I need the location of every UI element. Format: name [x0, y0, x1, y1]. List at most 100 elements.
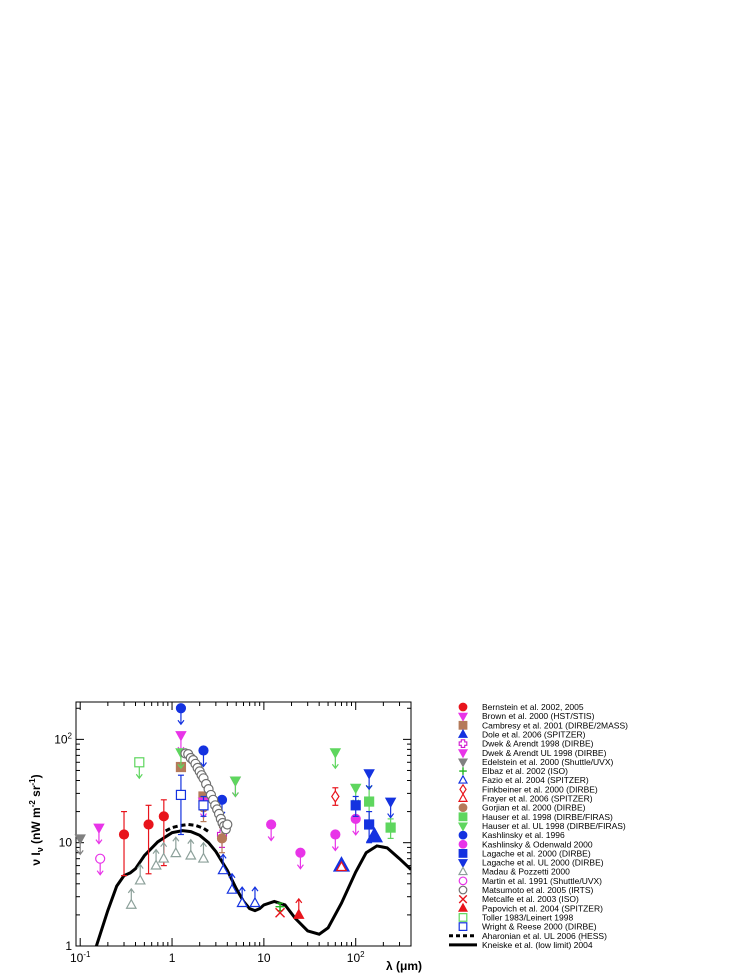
legend-marker: [458, 739, 468, 748]
data-point: [226, 872, 238, 894]
legend-marker: [458, 812, 468, 822]
marker: [216, 833, 228, 844]
legend-entry: Brown et al. 2000 (HST/STIS): [457, 711, 595, 722]
legend-label: Elbaz et al. 2002 (ISO): [482, 766, 568, 776]
legend-marker: [458, 839, 468, 849]
x-tick-label: 102: [347, 950, 365, 965]
legend-label: Aharonian et al. UL 2006 (HESS): [482, 931, 607, 941]
marker: [170, 846, 182, 858]
legend-entry: Wright & Reese 2000 (DIRBE): [458, 922, 597, 932]
marker: [275, 907, 286, 918]
legend-label: Madau & Pozzetti 2000: [482, 867, 570, 877]
y-axis-label: ν Iν (nW m-2 sr-1): [28, 774, 45, 865]
legend-marker: [458, 702, 468, 712]
marker: [249, 896, 261, 908]
data-point: [134, 757, 145, 780]
legend-label: Frayer et al. 2006 (SPITZER): [482, 794, 593, 804]
legend-label: Martin et al. 1991 (Shuttle/UVX): [482, 876, 602, 886]
legend-label: Wright & Reese 2000 (DIRBE): [482, 922, 597, 932]
marker: [118, 829, 130, 840]
data-point: [93, 823, 105, 845]
legend-entry: Toller 1983/Leinert 1998: [458, 912, 573, 922]
marker: [74, 834, 86, 845]
data-point: [295, 847, 306, 870]
marker: [125, 898, 138, 909]
legend-marker: [458, 830, 468, 840]
data-point: [170, 836, 182, 858]
marker: [95, 853, 106, 864]
legend-marker: [458, 720, 468, 730]
data-point: [385, 818, 396, 840]
marker: [295, 847, 306, 858]
legend-entry: Madau & Pozzetti 2000: [457, 866, 570, 877]
legend-marker: [457, 728, 469, 738]
marker: [158, 811, 169, 822]
data-point: [249, 886, 261, 908]
data-point: [175, 774, 187, 836]
legend-marker: [459, 783, 467, 795]
legend-marker: [457, 822, 469, 832]
legend-entry: Papovich et al. 2004 (SPITZER): [457, 902, 603, 913]
legend-entry: Dwek & Arendt 1998 (DIRBE): [458, 739, 594, 749]
legend-marker: [458, 922, 468, 931]
marker: [157, 852, 170, 863]
legend-label: Dole et al. 2006 (SPITZER): [482, 729, 586, 739]
marker: [335, 860, 348, 872]
data-point: [350, 813, 361, 836]
marker: [134, 874, 146, 885]
data-points: [74, 703, 397, 919]
marker: [175, 789, 187, 801]
data-point: [185, 838, 197, 860]
data-point: [150, 848, 162, 870]
legend-marker: [457, 902, 469, 912]
data-point: [198, 795, 209, 817]
data-point: [331, 787, 340, 806]
data-point: [384, 797, 397, 819]
legend-entry: Fazio et al. 2004 (SPITZER): [457, 774, 589, 785]
data-point: [175, 703, 187, 726]
legend-entry: Aharonian et al. UL 2006 (HESS): [449, 931, 607, 941]
x-axis-label: λ (μm): [386, 959, 422, 973]
legend-label: Dwek & Arendt UL 1998 (DIRBE): [482, 748, 607, 758]
data-point: [330, 829, 341, 852]
data-point: [275, 907, 286, 918]
data-point: [222, 819, 233, 830]
x-tick-label: 1: [169, 951, 176, 965]
legend-label: Kashlinsky et al. 1996: [482, 830, 565, 840]
legend-marker: [458, 848, 468, 858]
legend-entry: Elbaz et al. 2002 (ISO): [459, 766, 568, 776]
axis-ticks: [75, 702, 412, 947]
marker: [150, 859, 162, 870]
legend-marker: [457, 859, 469, 869]
legend-marker: [459, 767, 467, 775]
legend-marker: [457, 792, 469, 802]
data-point: [157, 841, 170, 863]
legend-marker: [457, 774, 469, 784]
legend-label: Kneiske et al. (low limit) 2004: [482, 940, 593, 950]
y-tick-labels: 1 10 102: [54, 731, 72, 953]
y-tick-label: 102: [54, 731, 72, 746]
marker: [198, 745, 209, 756]
marker: [329, 748, 342, 759]
legend-entry: Kneiske et al. (low limit) 2004: [449, 940, 593, 950]
data-point: [236, 886, 248, 908]
x-tick-label: 10: [257, 951, 271, 965]
marker: [217, 863, 229, 875]
marker: [175, 703, 187, 714]
marker: [197, 852, 210, 863]
marker: [293, 908, 305, 919]
legend-label: Lagache et al. UL 2000 (DIRBE): [482, 858, 604, 868]
model-curves: [94, 822, 411, 946]
data-point: [74, 834, 86, 856]
marker: [364, 796, 375, 807]
legend-entry: Kashlinsky et al. 1996: [458, 830, 565, 840]
legend-label: Toller 1983/Leinert 1998: [482, 912, 573, 922]
marker: [134, 757, 145, 768]
legend-marker: [458, 913, 468, 922]
marker: [236, 896, 248, 908]
marker: [363, 769, 375, 780]
data-point: [363, 769, 375, 791]
data-point: [350, 795, 361, 817]
